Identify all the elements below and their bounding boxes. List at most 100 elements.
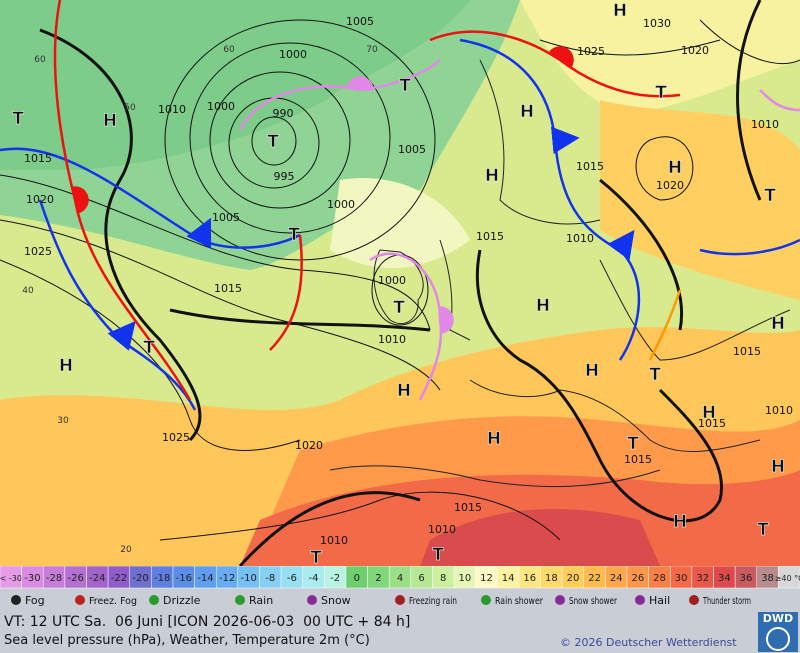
pressure-center: T: [399, 76, 411, 96]
scale-label: 28: [653, 573, 666, 584]
isobar-label: 995: [274, 170, 295, 183]
weather-label: Rain: [249, 594, 273, 607]
weather-label: Snow shower: [569, 596, 618, 607]
scale-label: 32: [696, 573, 709, 584]
latitude-label: 60: [223, 45, 235, 55]
scale-label: -16: [176, 573, 192, 584]
scale-label: -10: [240, 573, 256, 584]
weather-icon: [395, 595, 405, 605]
isobar-label: 1010: [765, 404, 793, 417]
isobar-label: 1030: [643, 17, 671, 30]
pressure-center: T: [143, 338, 155, 358]
isobar-label: 990: [273, 107, 294, 120]
scale-label: 22: [588, 573, 601, 584]
weather-icon: [149, 595, 159, 605]
pressure-center: H: [485, 166, 499, 186]
pressure-center: H: [673, 512, 687, 532]
isobar-label: 1000: [279, 48, 307, 61]
isobar-label: 1020: [26, 193, 54, 206]
weather-icon: [481, 595, 491, 605]
isobar-label: 1000: [327, 198, 355, 211]
latitude-label: 30: [57, 416, 69, 426]
isobar-label: 1000: [207, 100, 235, 113]
scale-label: 8: [440, 573, 446, 584]
scale-label: -18: [154, 573, 170, 584]
pressure-center: H: [613, 1, 627, 21]
scale-label: 26: [631, 573, 644, 584]
scale-label: -12: [219, 573, 235, 584]
weather-label: Hail: [649, 594, 670, 607]
scale-label: 0: [354, 573, 360, 584]
pressure-center: T: [12, 109, 24, 129]
isobar-label: 1005: [346, 15, 374, 28]
weather-icon: [11, 595, 21, 605]
coastlines: [329, 59, 791, 488]
isobar-label: 1020: [681, 44, 709, 57]
pressure-center: T: [432, 545, 444, 565]
weather-label: Freez. Fog: [89, 596, 137, 607]
logo-spiral: [766, 627, 790, 651]
pressure-center: H: [702, 403, 716, 423]
scale-label: -20: [132, 573, 148, 584]
scale-label: 36: [740, 573, 753, 584]
scale-label: 6: [418, 573, 424, 584]
isobar-label: 1015: [454, 501, 482, 514]
weather-label: Thunder storm: [702, 596, 751, 607]
weather-icon: [689, 595, 699, 605]
pressure-center: T: [627, 434, 639, 454]
scale-label: 14: [502, 573, 515, 584]
pressure-center: H: [585, 361, 599, 381]
isobar-label: 1015: [576, 160, 604, 173]
scale-label: -22: [111, 573, 127, 584]
scale-label: 20: [567, 573, 580, 584]
isobar-label: 1025: [24, 245, 52, 258]
isobar-label: 1020: [656, 179, 684, 192]
weather-label: Drizzle: [163, 594, 201, 607]
valid-time: VT: 12 UTC Sa. 06 Juni [ICON 2026-06-03 …: [4, 614, 411, 630]
legend: < -30 -30 -28 -26 -24 -22 -20 -18 -16 -14 -12 -10 -8…: [0, 566, 800, 613]
scale-label: -14: [197, 573, 213, 584]
scale-label: -28: [46, 573, 62, 584]
map: 1005 1000 1010 1000 990 995 1005 1000 1005 1015 10…: [0, 0, 800, 566]
scale-label: -6: [287, 573, 297, 584]
fronts: [0, 0, 800, 411]
pressure-center: T: [764, 186, 776, 206]
logo-text: DWD: [762, 612, 794, 625]
isobar-label: 1015: [624, 453, 652, 466]
weather-label: Snow: [321, 594, 351, 607]
isobar-label: 1025: [162, 431, 190, 444]
pressure-center: H: [520, 102, 534, 122]
pressure-center: H: [103, 111, 117, 131]
weather-icon: [235, 595, 245, 605]
scale-label: -4: [309, 573, 319, 584]
pressure-center: H: [771, 314, 785, 334]
pressure-center: H: [668, 158, 682, 178]
isobar-label: 1010: [158, 103, 186, 116]
latitude-label: 40: [22, 286, 34, 296]
pressure-center: T: [649, 365, 661, 385]
pressure-center: T: [267, 132, 279, 152]
scale-label: < -30: [0, 574, 22, 583]
scale-label: 38: [761, 573, 774, 584]
pressure-center: T: [655, 83, 667, 103]
main-isobars: [39, 0, 762, 566]
isobar-label: 1010: [320, 534, 348, 547]
pressure-center: H: [59, 356, 73, 376]
latitude-label: 70: [366, 45, 378, 55]
isobar-label: 1000: [378, 274, 406, 287]
description: Sea level pressure (hPa), Weather, Tempe…: [4, 633, 370, 648]
isobar-label: 1020: [295, 439, 323, 452]
latitude-label: 50: [124, 103, 136, 113]
pressure-center: H: [487, 429, 501, 449]
pressure-center: T: [757, 520, 769, 540]
scale-label: ≥40 °C: [775, 574, 800, 583]
isobar-label: 1015: [214, 282, 242, 295]
pressure-center: T: [393, 298, 405, 318]
pressure-center: H: [397, 381, 411, 401]
scale-label: 24: [610, 573, 623, 584]
dwd-logo: DWD: [758, 612, 798, 652]
copyright: © 2026 Deutscher Wetterdienst: [560, 636, 737, 649]
latitude-label: 60: [34, 55, 46, 65]
scale-label: 12: [480, 573, 493, 584]
